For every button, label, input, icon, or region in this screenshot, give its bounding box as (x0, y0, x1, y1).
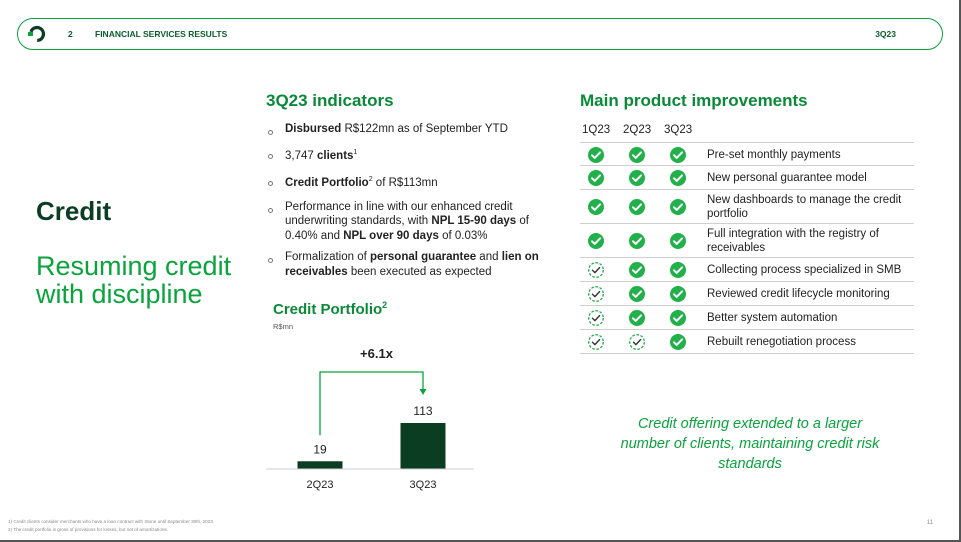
improvement-label: Rebuilt renegotiation process (707, 335, 856, 348)
data-label: 19 (313, 442, 327, 456)
dashed-check-circle-icon (588, 286, 604, 302)
filled-check-circle-icon (629, 147, 645, 163)
improvement-label: Reviewed credit lifecycle monitoring (707, 287, 890, 300)
filled-check-circle-icon (588, 170, 604, 186)
page-subtitle: Resuming credit with discipline (36, 251, 232, 309)
x-tick-label: 3Q23 (410, 479, 437, 491)
page-number: 11 (926, 520, 933, 526)
section-number: 2 (68, 29, 73, 39)
highlight-quote: Credit offering extended to a larger num… (620, 416, 880, 472)
filled-check-circle-icon (670, 334, 686, 350)
dashed-check-circle-icon (588, 334, 604, 350)
filled-check-circle-icon (629, 199, 645, 215)
improvement-row: Better system automation (580, 306, 914, 330)
improvement-label: New dashboards to manage the credit port… (707, 193, 902, 221)
filled-check-circle-icon (629, 233, 645, 249)
page-title: Credit (36, 196, 112, 226)
improvement-label: New personal guarantee model (707, 171, 867, 184)
footnote-1: 1) Credit clients consider merchants who… (8, 519, 215, 524)
filled-check-circle-icon (629, 286, 645, 302)
indicator-item: Credit Portfolio2 of R$113mn (266, 173, 541, 190)
filled-check-circle-icon (629, 170, 645, 186)
filled-check-circle-icon (629, 310, 645, 326)
filled-check-circle-icon (670, 286, 686, 302)
filled-check-circle-icon (670, 170, 686, 186)
improvement-row: New dashboards to manage the credit port… (580, 190, 914, 224)
filled-check-circle-icon (670, 233, 686, 249)
dashed-check-circle-icon (588, 310, 604, 326)
dashed-check-circle-icon (588, 262, 604, 278)
filled-check-circle-icon (588, 233, 604, 249)
credit-portfolio-chart: 19 2Q23 113 3Q23 +6.1x (266, 346, 474, 491)
indicator-item: 3,747 clients1 (266, 146, 541, 163)
section-title: FINANCIAL SERVICES RESULTS (95, 29, 228, 39)
improvement-row: Reviewed credit lifecycle monitoring (580, 282, 914, 306)
improvement-label: Collecting process specialized in SMB (707, 263, 902, 276)
filled-check-circle-icon (588, 147, 604, 163)
period-label: 3Q23 (875, 29, 896, 39)
footnote-2: 2) The credit portfolio is gross of prov… (8, 527, 169, 532)
credit-portfolio-title: Credit Portfolio2 (273, 300, 388, 318)
filled-check-circle-icon (670, 262, 686, 278)
filled-check-circle-icon (670, 199, 686, 215)
filled-check-circle-icon (588, 199, 604, 215)
arrow-head-icon (419, 389, 427, 395)
column-header-2q23: 2Q23 (623, 124, 652, 136)
improvement-row: Rebuilt renegotiation process (580, 330, 914, 354)
improvement-row: New personal guarantee model (580, 166, 914, 190)
improvement-row: Pre-set monthly payments (580, 142, 914, 166)
filled-check-circle-icon (670, 310, 686, 326)
improvement-label: Full integration with the registry of re… (707, 227, 879, 255)
column-header-1q23: 1Q23 (582, 124, 611, 136)
column-header-3q23: 3Q23 (664, 124, 693, 136)
bar-3q23 (400, 423, 446, 469)
dashed-check-circle-icon (629, 334, 645, 350)
indicator-item: Formalization of personal guarantee and … (266, 250, 541, 279)
improvement-row: Collecting process specialized in SMB (580, 258, 914, 282)
filled-check-circle-icon (670, 147, 686, 163)
growth-connector (319, 371, 424, 436)
indicator-item: Disbursed R$122mn as of September YTD (266, 122, 541, 137)
credit-portfolio-unit: R$mn (273, 322, 294, 331)
slide-header: 2 FINANCIAL SERVICES RESULTS 3Q23 (17, 18, 943, 50)
indicator-item: Performance in line with our enhanced cr… (266, 200, 541, 244)
data-label: 113 (413, 404, 432, 418)
growth-label: +6.1x (360, 346, 394, 361)
indicators-title: 3Q23 indicators (266, 91, 394, 110)
bar-2q23 (297, 461, 343, 469)
improvement-row: Full integration with the registry of re… (580, 224, 914, 258)
filled-check-circle-icon (629, 262, 645, 278)
improvement-label: Better system automation (707, 311, 838, 324)
improvement-label: Pre-set monthly payments (707, 148, 841, 161)
x-tick-label: 2Q23 (307, 479, 334, 491)
stone-logo-icon (28, 25, 46, 43)
indicators-list: Disbursed R$122mn as of September YTD 3,7… (266, 122, 541, 289)
improvements-title: Main product improvements (580, 91, 808, 110)
